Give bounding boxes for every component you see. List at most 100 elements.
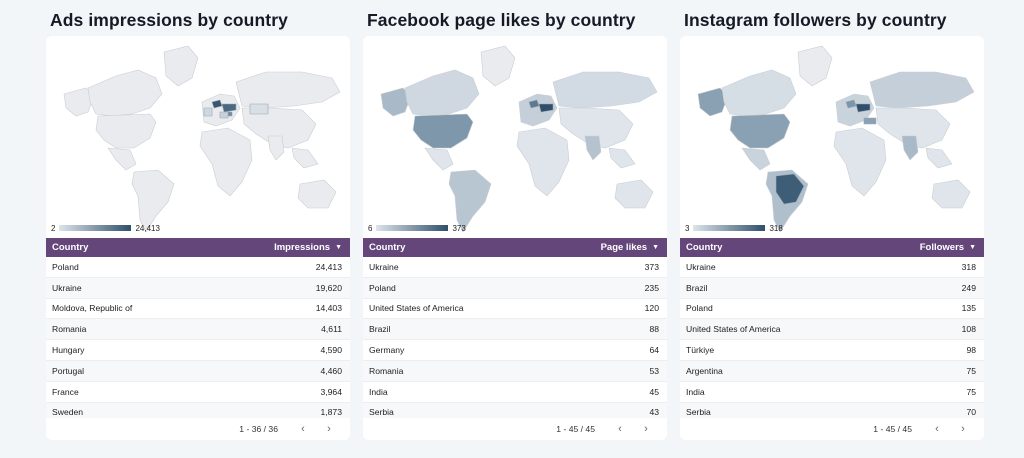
world-map[interactable]: 2 24,413 [46, 36, 350, 238]
region-poland [845, 99, 857, 109]
region-poland [528, 99, 540, 109]
cell-value: 4,460 [320, 365, 342, 376]
table-row: Brazil 249 [680, 277, 984, 299]
region-alaska [697, 87, 729, 117]
cell-value: 4,590 [320, 345, 342, 356]
cell-value: 45 [649, 386, 659, 397]
cell-value: 120 [644, 303, 659, 314]
table-row: Serbia 70 [680, 402, 984, 418]
chevron-left-icon[interactable]: ‹ [618, 423, 622, 435]
table-row: Romania 53 [363, 360, 667, 382]
region-greenland [480, 45, 516, 87]
cell-country: Brazil [686, 282, 708, 293]
cell-value: 373 [644, 261, 659, 272]
legend-min: 3 [685, 223, 690, 233]
cell-country: Poland [686, 303, 713, 314]
color-legend: 2 24,413 [51, 222, 160, 234]
panel-title: Ads impressions by country [50, 10, 288, 30]
pagination-range: 1 - 36 / 36 [239, 424, 278, 434]
table-row: India 45 [363, 382, 667, 403]
sort-down-icon[interactable]: ▼ [969, 244, 976, 251]
region-india [584, 135, 602, 161]
region-se-asia [925, 147, 953, 169]
region-russia [235, 71, 341, 109]
region-russia [552, 71, 658, 109]
region-mexico [107, 147, 137, 171]
column-header-country[interactable]: Country [369, 242, 406, 253]
column-header-metric[interactable]: Impressions ▼ [274, 242, 342, 253]
cell-value: 70 [966, 407, 976, 418]
region-india [267, 135, 285, 161]
table-row: Brazil 88 [363, 319, 667, 341]
table-row: Poland 24,413 [46, 257, 350, 278]
cell-value: 75 [966, 386, 976, 397]
table-row: Argentina 75 [680, 360, 984, 382]
region-usa [729, 113, 791, 149]
legend-min: 6 [368, 223, 373, 233]
cell-country: United States of America [686, 324, 781, 335]
chevron-right-icon[interactable]: › [961, 423, 965, 435]
table-row: United States of America 108 [680, 319, 984, 341]
legend-gradient [693, 225, 766, 231]
column-header-country[interactable]: Country [52, 242, 89, 253]
cell-value: 249 [961, 282, 976, 293]
region-australia [614, 179, 654, 209]
region-mexico [424, 147, 454, 171]
region-moldova [227, 111, 233, 117]
cell-value: 19,620 [315, 282, 342, 293]
table-row: Ukraine 19,620 [46, 277, 350, 299]
pagination: 1 - 45 / 45 ‹ › [363, 420, 667, 438]
table-row: Sweden 1,873 [46, 402, 350, 418]
region-turkiye [863, 117, 877, 125]
cell-country: Ukraine [52, 282, 82, 293]
chart-card: 2 24,413 Country Impressions ▼ Poland 24,… [46, 36, 350, 440]
chart-card: 3 318 Country Followers ▼ Ukraine 318 Bra… [680, 36, 984, 440]
region-africa [833, 127, 887, 197]
geo-chart [697, 45, 975, 233]
cell-country: Moldova, Republic of [52, 303, 133, 314]
cell-value: 88 [649, 324, 659, 335]
column-header-metric-label: Impressions [274, 242, 331, 253]
cell-country: Brazil [369, 324, 391, 335]
column-header-country[interactable]: Country [686, 242, 723, 253]
cell-country: Romania [369, 365, 404, 376]
cell-value: 98 [966, 345, 976, 356]
column-header-metric[interactable]: Page likes ▼ [601, 242, 659, 253]
table-row: Poland 135 [680, 299, 984, 320]
sort-down-icon[interactable]: ▼ [652, 244, 659, 251]
region-mexico [741, 147, 771, 171]
chevron-right-icon[interactable]: › [327, 423, 331, 435]
column-header-metric-label: Followers [919, 242, 965, 253]
cell-value: 235 [644, 282, 659, 293]
region-ukraine [855, 103, 871, 113]
region-greenland [163, 45, 199, 87]
sort-down-icon[interactable]: ▼ [335, 244, 342, 251]
region-alaska [63, 87, 95, 117]
cell-country: France [52, 386, 79, 397]
column-header-metric[interactable]: Followers ▼ [920, 242, 976, 253]
world-map[interactable]: 3 318 [680, 36, 984, 238]
table-body: Ukraine 318 Brazil 249 Poland 135 United St… [680, 257, 984, 418]
chevron-left-icon[interactable]: ‹ [935, 423, 939, 435]
region-asia [241, 107, 317, 149]
cell-country: Argentina [686, 365, 723, 376]
chevron-right-icon[interactable]: › [644, 423, 648, 435]
legend-max: 24,413 [135, 223, 160, 233]
chart-card: 6 373 Country Page likes ▼ Ukraine 373 Po… [363, 36, 667, 440]
cell-country: India [686, 386, 705, 397]
region-kazakhstan [249, 103, 269, 115]
cell-value: 135 [961, 303, 976, 314]
table-header: Country Page likes ▼ [363, 238, 667, 257]
world-map[interactable]: 6 373 [363, 36, 667, 238]
region-south-america [448, 169, 492, 233]
cell-value: 3,964 [320, 386, 342, 397]
cell-country: Serbia [686, 407, 711, 418]
panel-facebook-page-likes: Facebook page likes by country [363, 0, 667, 458]
cell-country: India [369, 386, 388, 397]
chevron-left-icon[interactable]: ‹ [301, 423, 305, 435]
table-row: United States of America 120 [363, 299, 667, 320]
cell-country: Türkiye [686, 345, 715, 356]
cell-country: Serbia [369, 407, 394, 418]
table-row: Serbia 43 [363, 402, 667, 418]
table-row: India 75 [680, 382, 984, 403]
